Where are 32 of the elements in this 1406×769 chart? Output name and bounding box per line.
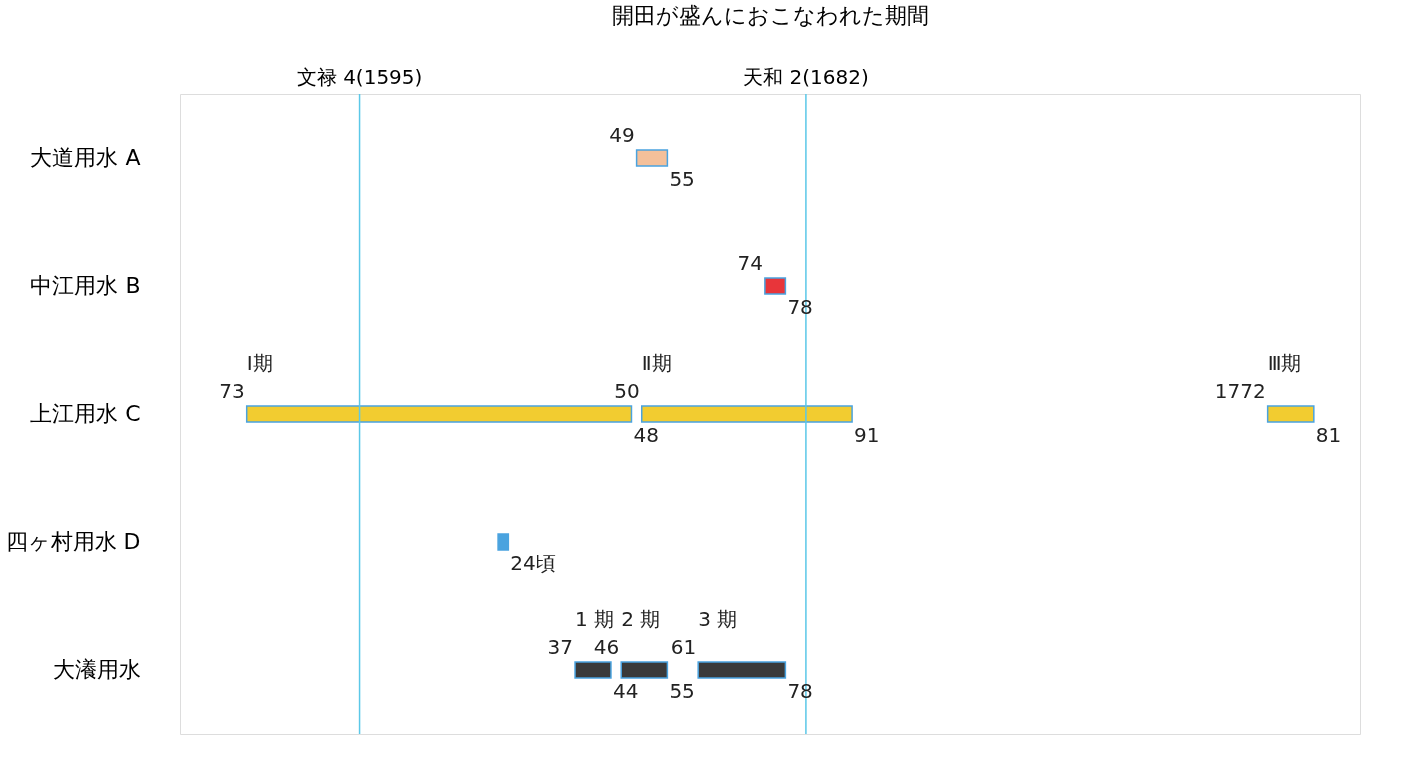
annotation: Ⅱ期 <box>641 351 672 375</box>
ref-line-label: 文禄 4(1595) <box>296 65 423 89</box>
annotation: 48 <box>633 423 659 447</box>
annotation: 81 <box>1315 423 1342 447</box>
y-tick-label: 四ヶ村用水 D <box>5 529 141 554</box>
bar <box>497 533 510 551</box>
bar <box>635 149 669 167</box>
y-tick-label: 上江用水 C <box>30 401 141 426</box>
annotation: 50 <box>614 379 640 403</box>
annotation: 3 期 <box>698 607 738 631</box>
annotation: 46 <box>593 635 620 659</box>
y-tick-label: 大瀁用水 <box>52 657 141 682</box>
y-tick-label: 大道用水 A <box>30 145 141 170</box>
annotation: 61 <box>670 635 697 659</box>
annotation: 1 期 <box>575 607 615 631</box>
annotation: 74 <box>737 251 763 275</box>
annotation: Ⅲ期 <box>1267 351 1302 375</box>
chart-title: 開田が盛んにおこなわれた期間 <box>611 3 929 28</box>
annotation: 2 期 <box>621 607 661 631</box>
annotation: 73 <box>219 379 245 403</box>
annotation: 1772 <box>1214 379 1266 403</box>
annotation: 49 <box>609 123 635 147</box>
bar <box>764 277 787 295</box>
annotation: Ⅰ期 <box>246 351 273 375</box>
annotation: 55 <box>669 679 695 703</box>
y-tick-label: 中江用水 B <box>30 273 141 298</box>
ref-line-label: 天和 2(1682) <box>743 65 869 89</box>
annotation: 24頃 <box>510 551 556 575</box>
annotation: 37 <box>547 635 574 659</box>
annotation: 91 <box>854 423 880 447</box>
annotation: 55 <box>669 167 695 191</box>
annotation: 44 <box>612 679 639 703</box>
